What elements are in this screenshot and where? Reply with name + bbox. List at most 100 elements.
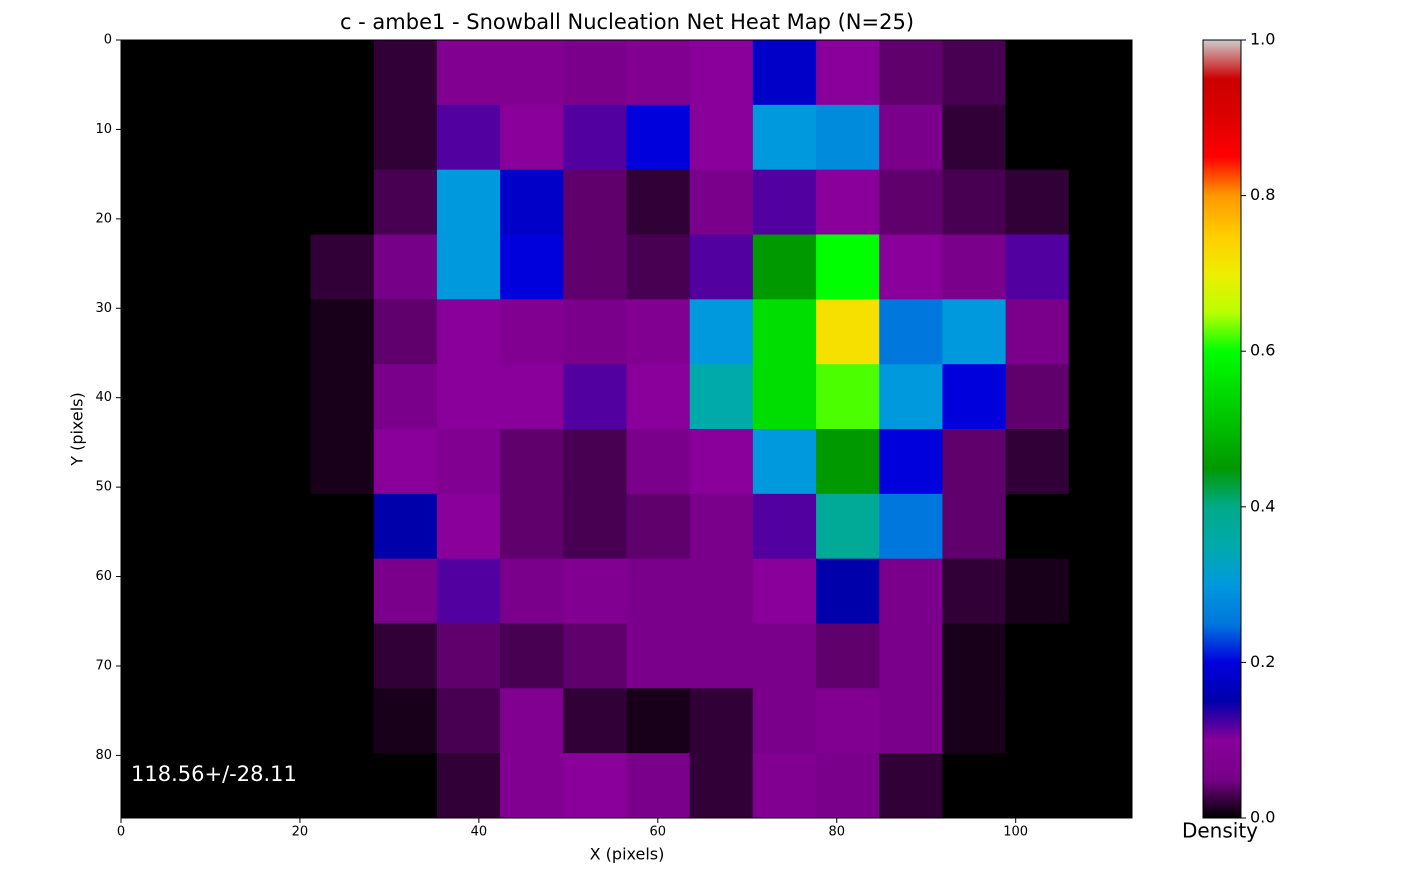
heatmap-cell xyxy=(879,169,943,235)
heatmap-cell xyxy=(626,493,691,560)
heatmap-cell xyxy=(752,364,817,430)
heatmap-cell xyxy=(1068,623,1133,689)
heatmap-cell xyxy=(563,429,627,495)
heatmap-cell xyxy=(626,753,691,819)
colorbar-tick-label: 0.4 xyxy=(1250,496,1275,515)
heatmap-cell xyxy=(500,169,564,235)
heatmap-cell xyxy=(689,753,754,819)
y-tick-label: 0 xyxy=(104,33,112,48)
heatmap-cell xyxy=(942,40,1007,106)
heatmap-cell xyxy=(310,299,375,365)
heatmap-cell xyxy=(184,688,248,754)
heatmap-cell xyxy=(1005,364,1070,430)
heatmap-cell xyxy=(942,623,1007,689)
heatmap-cell xyxy=(436,493,501,560)
heatmap-cell xyxy=(436,623,501,689)
heatmap-cell xyxy=(563,558,627,624)
heatmap-cell xyxy=(752,299,817,365)
heatmap-cell xyxy=(500,234,564,300)
heatmap-cell xyxy=(816,234,880,300)
chart-title: c - ambe1 - Snowball Nucleation Net Heat… xyxy=(340,10,914,34)
heatmap-cell xyxy=(247,104,312,171)
heatmap-cell xyxy=(816,169,880,235)
heatmap-cell xyxy=(942,429,1007,495)
heatmap-cell xyxy=(373,234,438,300)
heatmap-cell xyxy=(1005,40,1070,106)
annotation: 118.56+/-28.11 xyxy=(131,762,297,786)
heatmap-cell xyxy=(1068,104,1133,171)
x-tick-label: 0 xyxy=(117,825,125,840)
heatmap-cell xyxy=(816,558,880,624)
heatmap-cell xyxy=(310,104,375,171)
heatmap-cell xyxy=(500,623,564,689)
heatmap-cell xyxy=(500,364,564,430)
heatmap-cell xyxy=(373,623,438,689)
heatmap-cell xyxy=(689,299,754,365)
heatmap-cell xyxy=(879,753,943,819)
heatmap-cell xyxy=(247,364,312,430)
heatmap-cell xyxy=(1005,688,1070,754)
heatmap-cell xyxy=(1005,429,1070,495)
heatmap-cell xyxy=(879,234,943,300)
heatmap-cell xyxy=(563,364,627,430)
heatmap-cell xyxy=(816,623,880,689)
heatmap-cell xyxy=(1068,364,1133,430)
heatmap-cell xyxy=(121,429,185,495)
heatmap-cell xyxy=(689,40,754,106)
heatmap-cell xyxy=(184,40,248,106)
heatmap-cell xyxy=(310,234,375,300)
heatmap-cell xyxy=(184,753,248,819)
y-tick-label: 10 xyxy=(95,122,112,137)
heatmap-cell xyxy=(184,104,248,171)
heatmap-cell xyxy=(1068,40,1133,106)
heatmap-cell xyxy=(1005,753,1070,819)
heatmap-cell xyxy=(247,169,312,235)
heatmap-cell xyxy=(373,40,438,106)
heatmap-cell xyxy=(500,299,564,365)
heatmap-cell xyxy=(816,40,880,106)
heatmap-cell xyxy=(752,753,817,819)
heatmap-cell xyxy=(879,558,943,624)
colorbar-label: Density xyxy=(1182,819,1258,843)
heatmap-cell xyxy=(373,364,438,430)
heatmap-cell xyxy=(310,688,375,754)
heatmap-cell xyxy=(436,558,501,624)
heatmap-cell xyxy=(689,429,754,495)
heatmap-cell xyxy=(500,688,564,754)
x-tick-label: 40 xyxy=(471,825,488,840)
heatmap-cell xyxy=(752,234,817,300)
heatmap-cell xyxy=(310,429,375,495)
heatmap-cell xyxy=(1005,299,1070,365)
heatmap-cell xyxy=(310,364,375,430)
heatmap-cell xyxy=(373,104,438,171)
heatmap-cell xyxy=(942,558,1007,624)
heatmap-cell xyxy=(563,40,627,106)
heatmap-cell xyxy=(184,429,248,495)
heatmap-cell xyxy=(626,169,691,235)
heatmap-cell xyxy=(184,623,248,689)
heatmap-cell xyxy=(752,623,817,689)
heatmap-cell xyxy=(752,688,817,754)
heatmap-cell xyxy=(247,429,312,495)
heatmap-cell xyxy=(1068,493,1133,560)
heatmap-cell xyxy=(1005,558,1070,624)
x-tick-label: 60 xyxy=(650,825,667,840)
heatmap-cell xyxy=(436,753,501,819)
x-tick-label: 20 xyxy=(292,825,309,840)
heatmap-cell xyxy=(184,493,248,560)
heatmap-cell xyxy=(373,753,438,819)
heatmap-cell xyxy=(563,688,627,754)
heatmap-cell xyxy=(436,429,501,495)
heatmap-cell xyxy=(752,429,817,495)
heatmap-cell xyxy=(436,364,501,430)
heatmap-cell xyxy=(879,104,943,171)
heatmap-cell xyxy=(121,40,185,106)
heatmap-cell xyxy=(121,688,185,754)
colorbar xyxy=(1202,39,1242,819)
heatmap-cell xyxy=(121,169,185,235)
heatmap-cell xyxy=(310,623,375,689)
heatmap-cell xyxy=(500,429,564,495)
colorbar-tick-label: 1.0 xyxy=(1250,30,1275,49)
heatmap-cell xyxy=(247,234,312,300)
heatmap-cell xyxy=(942,104,1007,171)
